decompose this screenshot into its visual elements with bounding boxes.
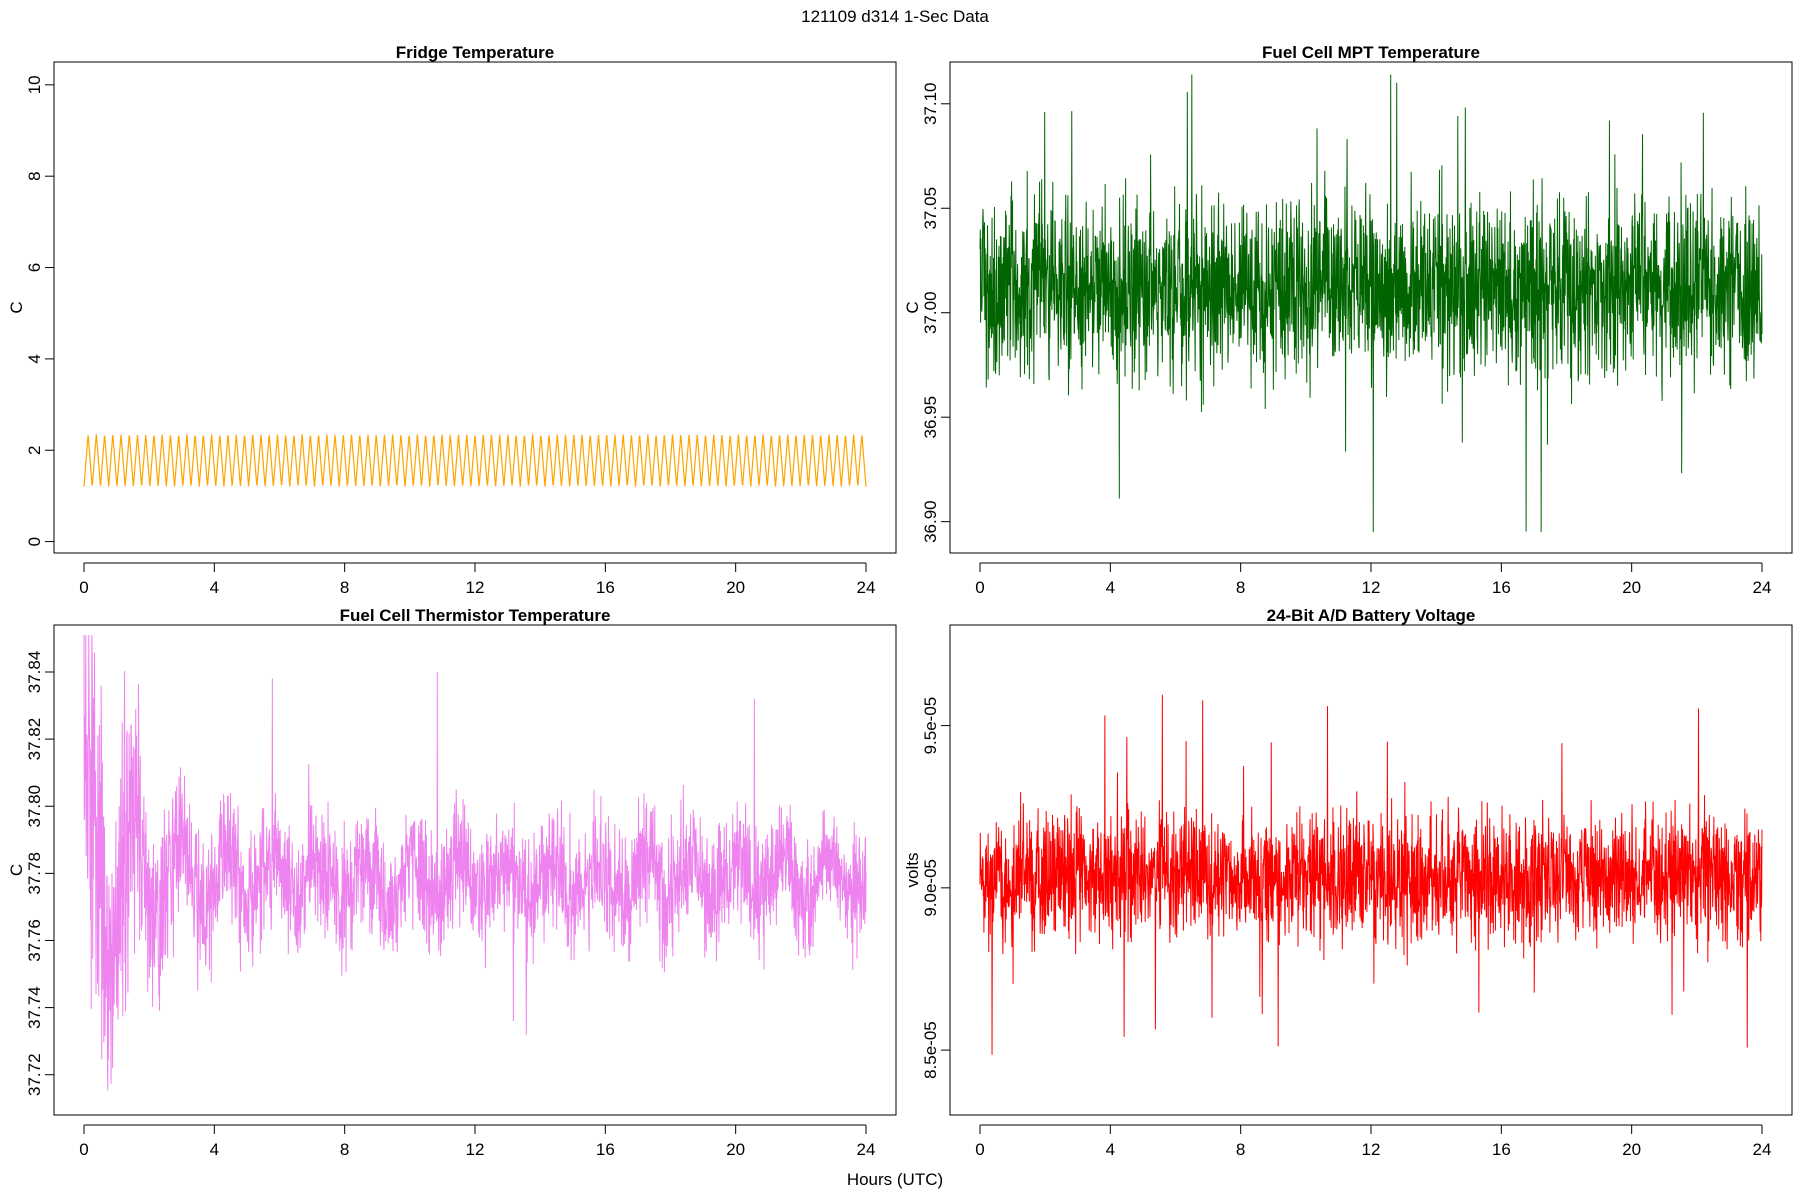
thermistor-y-tick-label: 37.82 (25, 718, 44, 761)
fridge-series-line (83, 433, 867, 488)
mpt-x-tick-label: 4 (1106, 578, 1115, 597)
fridge-y-tick-label: 6 (25, 263, 44, 272)
mpt-x-tick-label: 0 (975, 578, 984, 597)
fridge-y-tick-label: 10 (25, 75, 44, 94)
mpt-y-tick-label: 37.05 (921, 187, 940, 230)
battery-x-tick-label: 12 (1362, 1140, 1381, 1159)
fridge-x-tick-label: 16 (596, 578, 615, 597)
battery-x-tick-label: 24 (1753, 1140, 1772, 1159)
thermistor-ylabel: C (7, 864, 26, 876)
fridge-x-tick-label: 0 (79, 578, 88, 597)
mpt-ylabel: C (903, 301, 922, 313)
thermistor-x-tick-label: 24 (857, 1140, 876, 1159)
fridge-chart-title: Fridge Temperature (396, 43, 554, 62)
mpt-x-tick-label: 8 (1236, 578, 1245, 597)
battery-y-tick-label: 9.5e-05 (921, 697, 940, 755)
thermistor-y-tick-label: 37.84 (25, 651, 44, 694)
fridge-ylabel: C (7, 301, 26, 313)
mpt-series-line (979, 74, 1763, 533)
battery-chart-title: 24-Bit A/D Battery Voltage (1267, 606, 1476, 625)
fridge-y-tick-label: 2 (25, 445, 44, 454)
thermistor-x-tick-label: 4 (210, 1140, 219, 1159)
thermistor-x-tick-label: 20 (726, 1140, 745, 1159)
thermistor-chart-title: Fuel Cell Thermistor Temperature (340, 606, 611, 625)
fridge-x-tick-label: 12 (466, 578, 485, 597)
battery-x-tick-label: 20 (1622, 1140, 1641, 1159)
fridge-y-tick-label: 0 (25, 537, 44, 546)
battery-voltage-chart: 24-Bit A/D Battery Voltage volts 0 4 8 12 16 20… (903, 606, 1793, 1159)
fridge-y-tick-label: 8 (25, 171, 44, 180)
mpt-y-tick-label: 37.00 (921, 291, 940, 334)
mpt-y-tick-label: 36.95 (921, 396, 940, 439)
mpt-x-tick-label: 16 (1492, 578, 1511, 597)
thermistor-y-tick-label: 37.76 (25, 919, 44, 962)
thermistor-x-tick-label: 16 (596, 1140, 615, 1159)
battery-series-line (979, 694, 1763, 1055)
mpt-chart-title: Fuel Cell MPT Temperature (1262, 43, 1480, 62)
fridge-x-tick-label: 24 (857, 578, 876, 597)
thermistor-x-tick-label: 8 (340, 1140, 349, 1159)
battery-y-tick-label: 8.5e-05 (921, 1021, 940, 1079)
thermistor-y-tick-label: 37.72 (25, 1053, 44, 1096)
thermistor-series-line (83, 635, 867, 1091)
mpt-x-tick-label: 20 (1622, 578, 1641, 597)
fridge-x-tick-label: 4 (210, 578, 219, 597)
thermistor-y-tick-label: 37.80 (25, 785, 44, 828)
fridge-x-tick-label: 20 (726, 578, 745, 597)
mpt-x-tick-label: 12 (1362, 578, 1381, 597)
battery-ylabel: volts (903, 853, 922, 888)
thermistor-y-tick-label: 37.74 (25, 986, 44, 1029)
mpt-y-tick-label: 36.90 (921, 500, 940, 543)
battery-x-tick-label: 16 (1492, 1140, 1511, 1159)
fuel-cell-mpt-temperature-chart: Fuel Cell MPT Temperature C 0 4 8 12 16 20 24 36.… (903, 43, 1793, 597)
battery-x-tick-label: 0 (975, 1140, 984, 1159)
fridge-plot-frame (53, 61, 897, 554)
thermistor-x-tick-label: 12 (466, 1140, 485, 1159)
battery-y-tick-label: 9.0e-05 (921, 859, 940, 917)
mpt-x-tick-label: 24 (1753, 578, 1772, 597)
fridge-y-tick-label: 4 (25, 354, 44, 363)
battery-x-tick-label: 4 (1106, 1140, 1115, 1159)
figure-xlabel: Hours (UTC) (847, 1170, 943, 1189)
thermistor-x-tick-label: 0 (79, 1140, 88, 1159)
battery-x-tick-label: 8 (1236, 1140, 1245, 1159)
fridge-x-tick-label: 8 (340, 578, 349, 597)
fuel-cell-thermistor-temperature-chart: Fuel Cell Thermistor Temperature C 0 4 8 12 16… (7, 606, 897, 1159)
mpt-y-tick-label: 37.10 (921, 83, 940, 126)
figure-suptitle: 121109 d314 1-Sec Data (801, 7, 989, 26)
thermistor-y-tick-label: 37.78 (25, 852, 44, 895)
